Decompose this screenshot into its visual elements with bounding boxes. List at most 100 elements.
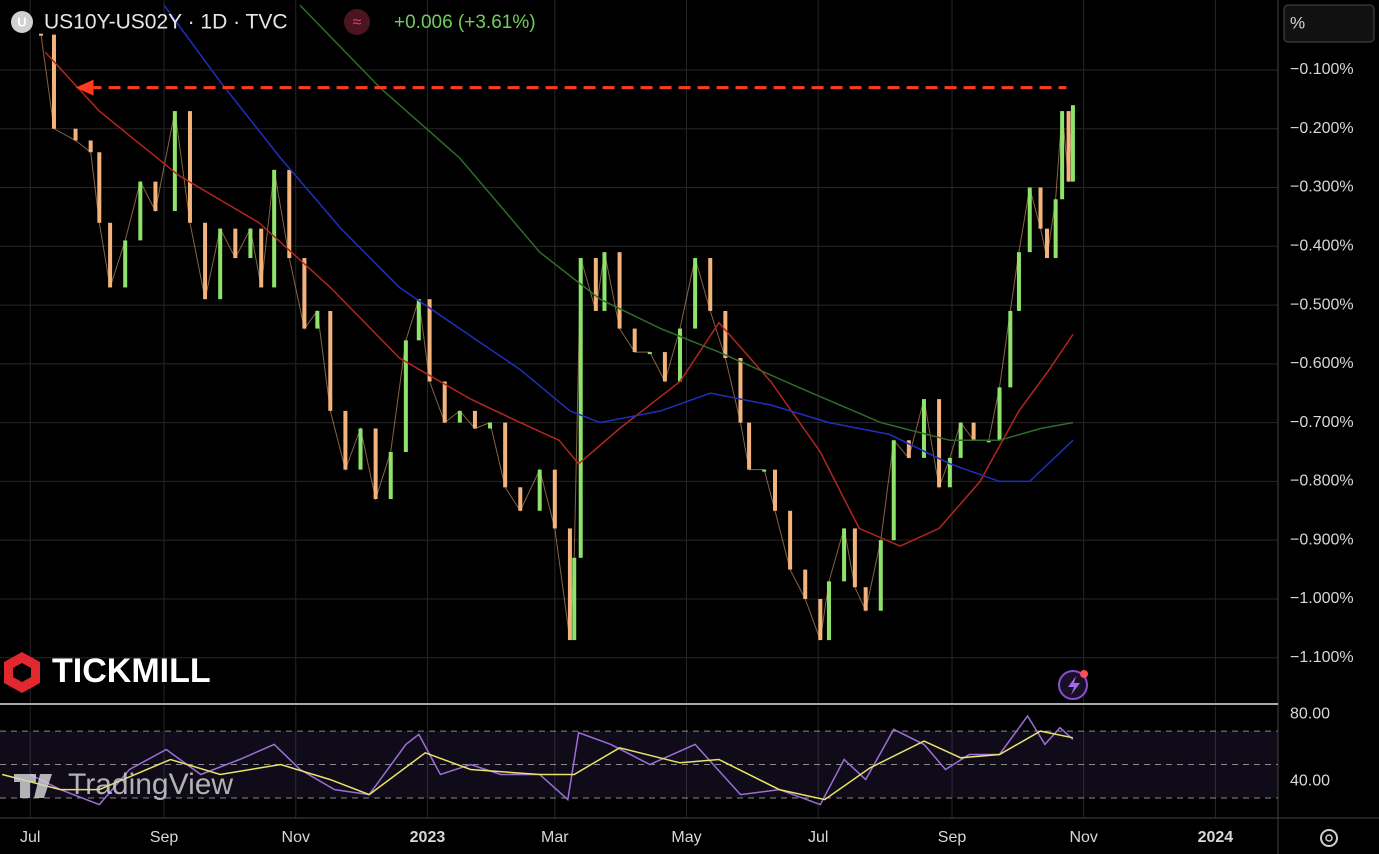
candle (747, 422, 752, 470)
series-line (29, 714, 1074, 806)
y-tick-label: −0.500% (1290, 296, 1354, 313)
candle (153, 181, 158, 212)
candle (259, 228, 264, 288)
candle (1060, 111, 1065, 200)
platform-name: TradingView (68, 768, 233, 801)
y-tick-label: −0.300% (1290, 179, 1354, 196)
candle (572, 557, 577, 641)
candle (315, 310, 320, 329)
y-tick-label: −0.600% (1290, 355, 1354, 372)
candle (388, 452, 393, 500)
candle (248, 228, 253, 259)
candle (518, 487, 523, 511)
candle (617, 252, 622, 329)
candle (302, 258, 307, 329)
indicator-icon-glyph: ≈ (353, 14, 362, 31)
candle (803, 569, 808, 599)
candle (826, 581, 831, 641)
candle (693, 258, 698, 329)
candle (97, 152, 102, 223)
candle (738, 357, 743, 423)
candle (1070, 105, 1075, 182)
symbol-title: US10Y-US02Y · 1D · TVC (44, 11, 288, 34)
candle (358, 428, 363, 470)
candle (39, 33, 44, 36)
candle (937, 399, 942, 488)
series-line (163, 4, 1074, 483)
platform-logo (14, 774, 52, 798)
candle (593, 258, 598, 311)
candle (1045, 228, 1050, 259)
candle (272, 169, 277, 288)
candle (416, 299, 421, 341)
candle (108, 222, 113, 288)
unit-label[interactable]: % (1290, 13, 1305, 32)
candle (947, 457, 952, 488)
x-tick-label: Mar (541, 829, 569, 846)
candle (632, 328, 637, 353)
candle (647, 352, 652, 355)
candle (138, 181, 143, 241)
candle (488, 422, 493, 429)
candle (878, 540, 883, 611)
unit-box[interactable] (1283, 4, 1375, 43)
candle (891, 440, 896, 541)
candle (503, 422, 508, 488)
y-tick-label: −0.900% (1290, 531, 1354, 548)
y-tick-label: 40.00 (1290, 772, 1330, 789)
candle (187, 111, 192, 223)
symbol-icon-letter: U (17, 14, 26, 29)
candle (1066, 111, 1071, 182)
candle (172, 111, 177, 212)
candle (88, 140, 93, 153)
candle (662, 352, 667, 382)
candle (708, 258, 713, 311)
x-tick-label: Jul (20, 829, 40, 846)
candle (818, 598, 823, 641)
x-tick-label: May (671, 829, 701, 846)
alert-bolt (1068, 676, 1080, 695)
candle (457, 410, 462, 423)
x-tick-label: Nov (1069, 829, 1097, 846)
series-line (2, 730, 1074, 801)
indicator-icon (344, 9, 370, 35)
y-tick-label: −0.100% (1290, 61, 1354, 78)
x-tick-label: Jul (808, 829, 828, 846)
candle (1027, 187, 1032, 253)
y-tick-label: −1.000% (1290, 590, 1354, 607)
candle (1053, 199, 1058, 259)
candle (921, 399, 926, 458)
candle (678, 328, 683, 382)
candle (343, 410, 348, 470)
candle (552, 469, 557, 529)
brand-name: TICKMILL (52, 652, 211, 690)
candle (602, 252, 607, 311)
candle (986, 440, 991, 443)
candle (537, 469, 542, 511)
brand-logo-inner (13, 663, 31, 682)
candle (51, 34, 56, 129)
candle (442, 381, 447, 423)
candle (427, 299, 432, 382)
alert-dot (1080, 670, 1088, 678)
candle (788, 510, 793, 570)
settings-icon-center (1325, 834, 1333, 842)
x-tick-label: Sep (150, 829, 179, 846)
candle (852, 528, 857, 588)
candle (567, 528, 572, 641)
y-tick-label: −0.200% (1290, 120, 1354, 137)
candle (1038, 187, 1043, 229)
candle (842, 528, 847, 582)
settings-icon[interactable] (1320, 829, 1338, 847)
x-tick-label: 2023 (410, 829, 446, 846)
symbol-icon (11, 11, 33, 33)
resistance-arrow (75, 79, 94, 96)
candle (218, 228, 223, 300)
x-tick-label: 2024 (1198, 829, 1234, 846)
candle (373, 428, 378, 500)
candle (328, 310, 333, 411)
candle (971, 422, 976, 441)
